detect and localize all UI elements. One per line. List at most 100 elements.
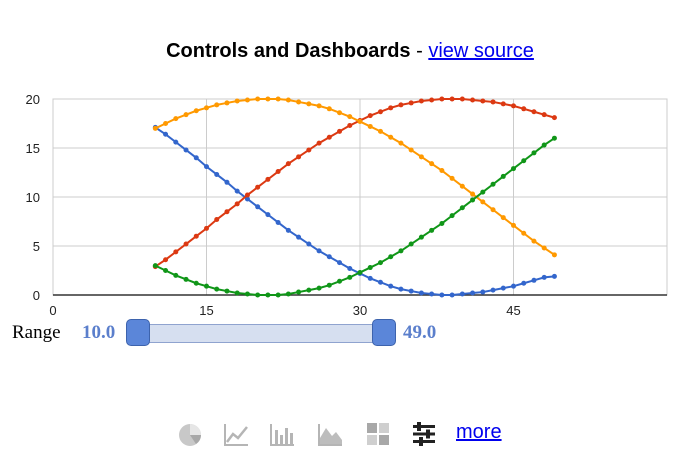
data-point (296, 234, 302, 240)
bar-chart-icon[interactable] (268, 420, 296, 448)
data-point (551, 115, 557, 121)
data-point (408, 241, 414, 247)
data-point (377, 109, 383, 115)
data-point (204, 164, 209, 170)
data-point (173, 139, 179, 145)
data-point (418, 154, 424, 160)
data-point (326, 254, 332, 260)
data-point (398, 102, 404, 108)
range-label: Range (12, 322, 61, 343)
table-icon[interactable] (364, 420, 392, 448)
view-source-link[interactable]: view source (428, 40, 534, 62)
data-point (541, 245, 547, 251)
y-tick-label: 15 (26, 141, 40, 156)
data-point (531, 238, 537, 244)
data-point (326, 134, 332, 140)
chart-gallery-toolbar: more (0, 416, 700, 450)
data-point (480, 189, 486, 195)
data-point (347, 266, 353, 272)
x-tick-label: 30 (353, 303, 367, 315)
data-point (316, 140, 322, 146)
data-point (244, 196, 250, 202)
data-point (183, 276, 189, 282)
data-point (173, 116, 179, 122)
data-point (398, 140, 404, 146)
data-point (296, 154, 302, 160)
range-max-handle[interactable] (372, 319, 396, 346)
pie-chart-icon[interactable] (176, 420, 204, 448)
title-separator: - (410, 40, 429, 62)
data-point (367, 123, 373, 129)
controls-icon[interactable] (410, 420, 438, 448)
data-point (285, 227, 291, 233)
data-point (429, 161, 435, 167)
series-line-2 (154, 98, 555, 268)
data-point (429, 227, 435, 233)
data-point (480, 199, 486, 205)
data-point (490, 181, 496, 187)
data-point (306, 241, 312, 247)
data-point (347, 274, 353, 280)
range-track[interactable] (131, 324, 395, 343)
data-point (470, 197, 476, 203)
data-point (347, 114, 353, 120)
data-point (234, 290, 240, 296)
data-point (214, 286, 220, 292)
data-point (480, 289, 486, 295)
data-point (163, 268, 169, 273)
data-point (296, 99, 302, 105)
data-point (296, 289, 302, 295)
data-point (214, 171, 220, 177)
data-point (511, 166, 516, 172)
data-point (377, 128, 383, 134)
data-point (490, 99, 496, 105)
data-point (326, 282, 332, 288)
data-point (470, 97, 476, 103)
data-point (214, 217, 220, 223)
data-point (347, 122, 353, 128)
area-chart-icon[interactable] (316, 420, 344, 448)
data-point (439, 96, 445, 102)
data-point (244, 97, 250, 103)
data-point (388, 254, 394, 260)
range-min-handle[interactable] (126, 319, 150, 346)
more-link[interactable]: more (456, 421, 502, 443)
data-point (551, 252, 557, 258)
x-tick-label: 15 (199, 303, 213, 315)
data-point (275, 96, 281, 102)
data-point (521, 230, 527, 236)
data-point (377, 279, 383, 285)
data-point (183, 147, 189, 153)
data-point (449, 96, 455, 102)
data-point (449, 175, 455, 181)
data-point (408, 147, 414, 153)
data-point (316, 248, 322, 254)
page-title: Controls and Dashboards - view source (0, 40, 700, 63)
series-line-3 (154, 98, 555, 256)
data-point (531, 109, 537, 115)
data-point (337, 278, 343, 284)
data-point (193, 155, 199, 161)
data-point (163, 121, 169, 126)
data-point (234, 98, 240, 104)
y-tick-label: 20 (26, 92, 40, 107)
data-point (459, 291, 465, 297)
data-point (470, 191, 476, 197)
line-chart-icon[interactable] (222, 420, 250, 448)
data-point (418, 98, 424, 104)
data-point (152, 125, 158, 131)
data-point (531, 277, 537, 283)
range-min-value: 10.0 (82, 322, 116, 343)
series-line-4 (154, 137, 555, 296)
data-point (551, 273, 557, 279)
data-point (244, 291, 250, 297)
data-point (285, 161, 291, 167)
data-point (306, 101, 312, 107)
data-point (388, 105, 394, 111)
data-point (285, 291, 291, 297)
data-point (163, 257, 169, 263)
data-point (408, 100, 414, 106)
data-point (275, 292, 281, 298)
data-point (173, 272, 179, 278)
data-point (204, 283, 209, 289)
